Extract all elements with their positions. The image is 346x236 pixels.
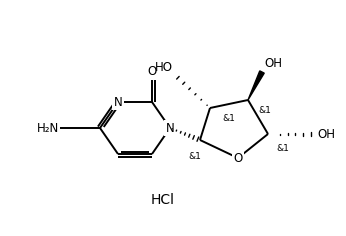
Text: H₂N: H₂N <box>37 122 59 135</box>
Text: O: O <box>233 152 243 164</box>
Text: OH: OH <box>264 57 282 70</box>
Text: &1: &1 <box>222 114 235 123</box>
Text: N: N <box>113 96 122 109</box>
Text: N: N <box>166 122 174 135</box>
Text: O: O <box>147 65 157 78</box>
Text: &1: &1 <box>188 152 201 161</box>
Text: HCl: HCl <box>151 193 175 207</box>
Text: &1: &1 <box>276 144 289 153</box>
Text: OH: OH <box>317 127 335 140</box>
Text: HO: HO <box>155 61 173 74</box>
Text: &1: &1 <box>258 106 271 115</box>
Polygon shape <box>248 71 264 100</box>
